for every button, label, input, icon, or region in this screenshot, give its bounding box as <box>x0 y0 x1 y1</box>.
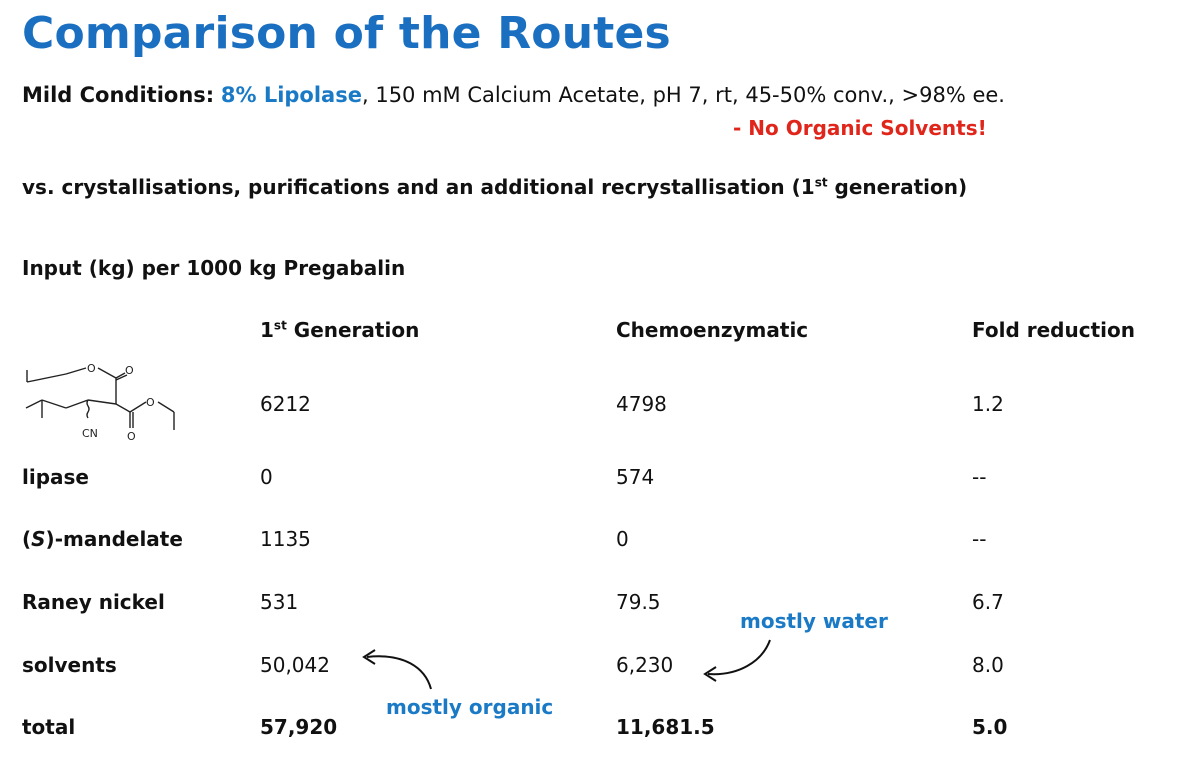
comparison-sup: st <box>814 175 828 190</box>
cell-chemo-diester: 4798 <box>616 392 667 416</box>
conditions-line: Mild Conditions: 8% Lipolase, 150 mM Cal… <box>22 83 1005 107</box>
svg-text:O: O <box>146 396 155 409</box>
cell-fold-mandelate: -- <box>972 527 987 551</box>
diester-structure-icon: O O O O CN <box>25 362 175 442</box>
svg-text:O: O <box>127 430 136 442</box>
annotation-mostly-water: mostly water <box>740 609 888 633</box>
header-first-generation: 1st Generation <box>260 318 420 342</box>
cell-fold-total: 5.0 <box>972 715 1008 739</box>
arrow-water-icon <box>703 639 771 682</box>
page-title: Comparison of the Routes <box>22 8 671 59</box>
svg-text:O: O <box>125 364 134 377</box>
cell-chemo-total: 11,681.5 <box>616 715 715 739</box>
conditions-prefix: Mild Conditions: <box>22 83 215 107</box>
cell-chemo-lipase: 574 <box>616 465 655 489</box>
cell-gen1-raney: 531 <box>260 590 299 614</box>
row-label-solvents: solvents <box>22 653 117 677</box>
row-label-lipase: lipase <box>22 465 89 489</box>
comparison-text: vs. crystallisations, purifications and … <box>22 175 815 199</box>
comparison-text-end: generation) <box>827 175 968 199</box>
cell-chemo-solvents: 6,230 <box>616 653 674 677</box>
cell-gen1-lipase: 0 <box>260 465 273 489</box>
comparison-line: vs. crystallisations, purifications and … <box>22 175 967 199</box>
cell-fold-lipase: -- <box>972 465 987 489</box>
cell-fold-raney: 6.7 <box>972 590 1004 614</box>
arrow-organic-icon <box>362 649 432 690</box>
row-label-mandelate: (S)-mandelate <box>22 527 183 551</box>
input-heading: Input (kg) per 1000 kg Pregabalin <box>22 256 406 280</box>
svg-text:O: O <box>87 362 96 375</box>
no-solvents-note: - No Organic Solvents! <box>733 116 987 140</box>
cell-chemo-mandelate: 0 <box>616 527 629 551</box>
row-label-total: total <box>22 715 76 739</box>
cell-gen1-mandelate: 1135 <box>260 527 311 551</box>
conditions-details: , 150 mM Calcium Acetate, pH 7, rt, 45-5… <box>361 83 1005 107</box>
cell-chemo-raney: 79.5 <box>616 590 661 614</box>
row-label-raney-nickel: Raney nickel <box>22 590 165 614</box>
cell-gen1-total: 57,920 <box>260 715 338 739</box>
header-chemoenzymatic: Chemoenzymatic <box>616 318 809 342</box>
annotation-mostly-organic: mostly organic <box>386 695 554 719</box>
cell-fold-diester: 1.2 <box>972 392 1004 416</box>
cell-gen1-diester: 6212 <box>260 392 311 416</box>
svg-text:CN: CN <box>82 427 98 440</box>
header-fold-reduction: Fold reduction <box>972 318 1135 342</box>
enzyme-name: 8% Lipolase <box>220 83 362 107</box>
cell-gen1-solvents: 50,042 <box>260 653 330 677</box>
cell-fold-solvents: 8.0 <box>972 653 1004 677</box>
